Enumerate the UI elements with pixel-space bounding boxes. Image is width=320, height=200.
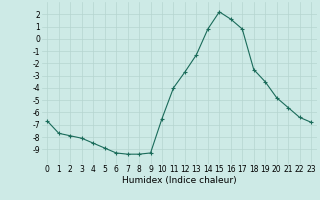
X-axis label: Humidex (Indice chaleur): Humidex (Indice chaleur) [122,176,236,185]
